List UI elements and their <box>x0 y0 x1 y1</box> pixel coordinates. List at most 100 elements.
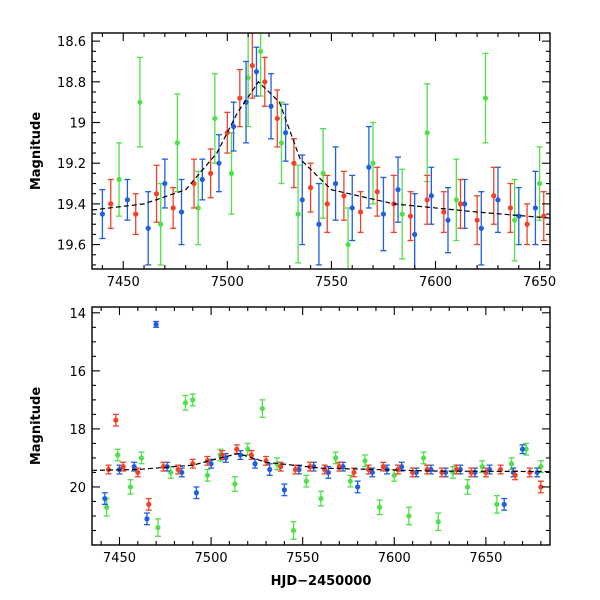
data-point <box>292 466 298 473</box>
data-point <box>249 62 255 69</box>
data-point <box>453 197 459 203</box>
x-axis-label: HJD−2450000 <box>271 574 372 589</box>
data-point <box>146 501 152 507</box>
data-point <box>445 217 451 223</box>
data-point <box>494 501 500 507</box>
data-point <box>274 115 280 122</box>
data-point <box>178 209 185 215</box>
x-tick-label: 7600 <box>378 551 411 566</box>
data-point <box>336 464 342 470</box>
data-point <box>345 241 351 248</box>
data-point <box>307 464 313 470</box>
data-point <box>219 452 225 458</box>
data-point <box>435 519 441 525</box>
y-tick-label: 19.2 <box>57 157 86 172</box>
data-point <box>407 213 414 219</box>
x-tick-label: 7650 <box>523 275 556 290</box>
data-point <box>153 191 160 197</box>
data-point <box>224 130 230 136</box>
data-point <box>278 140 285 146</box>
data-point <box>380 211 387 217</box>
fit-curve <box>92 80 550 219</box>
data-point <box>295 211 301 217</box>
data-point <box>230 123 237 130</box>
data-point <box>406 513 412 519</box>
data-point <box>410 469 416 476</box>
x-tick-label: 7450 <box>107 275 140 290</box>
series-green <box>103 393 544 540</box>
y-axis-label: Magnitude <box>29 112 44 191</box>
data-point <box>296 466 302 473</box>
data-point <box>316 221 322 227</box>
data-point <box>395 187 401 193</box>
x-tick-label: 7550 <box>286 551 319 566</box>
data-point <box>258 48 264 54</box>
x-tick-label: 7500 <box>211 275 244 290</box>
data-point <box>144 516 150 522</box>
data-point <box>160 464 167 470</box>
data-point <box>299 197 305 203</box>
data-point <box>303 478 309 484</box>
data-point <box>512 472 518 478</box>
data-point <box>351 469 357 476</box>
x-tick-label: 7650 <box>469 551 502 566</box>
data-point <box>253 69 260 75</box>
data-point <box>138 455 145 461</box>
data-point <box>532 205 539 211</box>
series-red <box>107 33 547 246</box>
data-point <box>135 469 141 476</box>
data-point <box>534 469 540 476</box>
data-point <box>127 484 134 490</box>
top-panel: 7450 7500 7550 7600 7650 18.6 18.8 19 19.2 19.4 19… <box>29 32 556 290</box>
data-point <box>538 484 544 490</box>
data-point <box>377 504 383 510</box>
y-tick-label: 18.8 <box>57 76 86 91</box>
data-point <box>278 464 284 470</box>
data-point <box>468 469 474 476</box>
data-point <box>108 201 114 207</box>
data-point <box>190 397 196 403</box>
data-point <box>320 170 326 176</box>
x-tick-label: 7500 <box>195 551 228 566</box>
plot-area <box>92 33 550 269</box>
data-point <box>424 197 430 203</box>
data-point <box>175 466 181 473</box>
data-point <box>478 225 484 231</box>
series-green <box>116 33 543 269</box>
data-point <box>424 130 430 136</box>
data-point <box>216 160 222 166</box>
data-point <box>193 490 200 496</box>
data-point <box>124 197 130 203</box>
data-point <box>262 79 268 85</box>
data-point <box>170 205 176 211</box>
data-point <box>199 176 205 183</box>
data-point <box>116 176 122 183</box>
y-tick-label: 19.4 <box>57 198 86 213</box>
data-point <box>208 170 214 176</box>
data-point <box>420 455 427 461</box>
data-point <box>366 164 372 170</box>
data-point <box>234 446 240 452</box>
data-point <box>512 217 518 223</box>
data-point <box>228 170 235 176</box>
data-point <box>501 501 507 507</box>
data-point <box>357 209 364 215</box>
data-point <box>441 209 447 215</box>
data-point <box>324 201 330 207</box>
data-point <box>281 487 287 493</box>
data-point <box>232 481 238 487</box>
plot-area <box>92 320 550 540</box>
data-point <box>395 466 401 473</box>
fit-curve <box>92 452 550 473</box>
data-point <box>527 469 533 476</box>
data-point <box>153 321 159 328</box>
data-point <box>524 221 530 227</box>
data-point <box>318 495 324 502</box>
data-point <box>523 446 529 452</box>
data-point <box>332 180 339 187</box>
series-red <box>105 413 544 511</box>
data-point <box>182 400 189 406</box>
data-point <box>508 461 515 467</box>
data-point <box>491 193 497 199</box>
data-point <box>245 75 251 81</box>
